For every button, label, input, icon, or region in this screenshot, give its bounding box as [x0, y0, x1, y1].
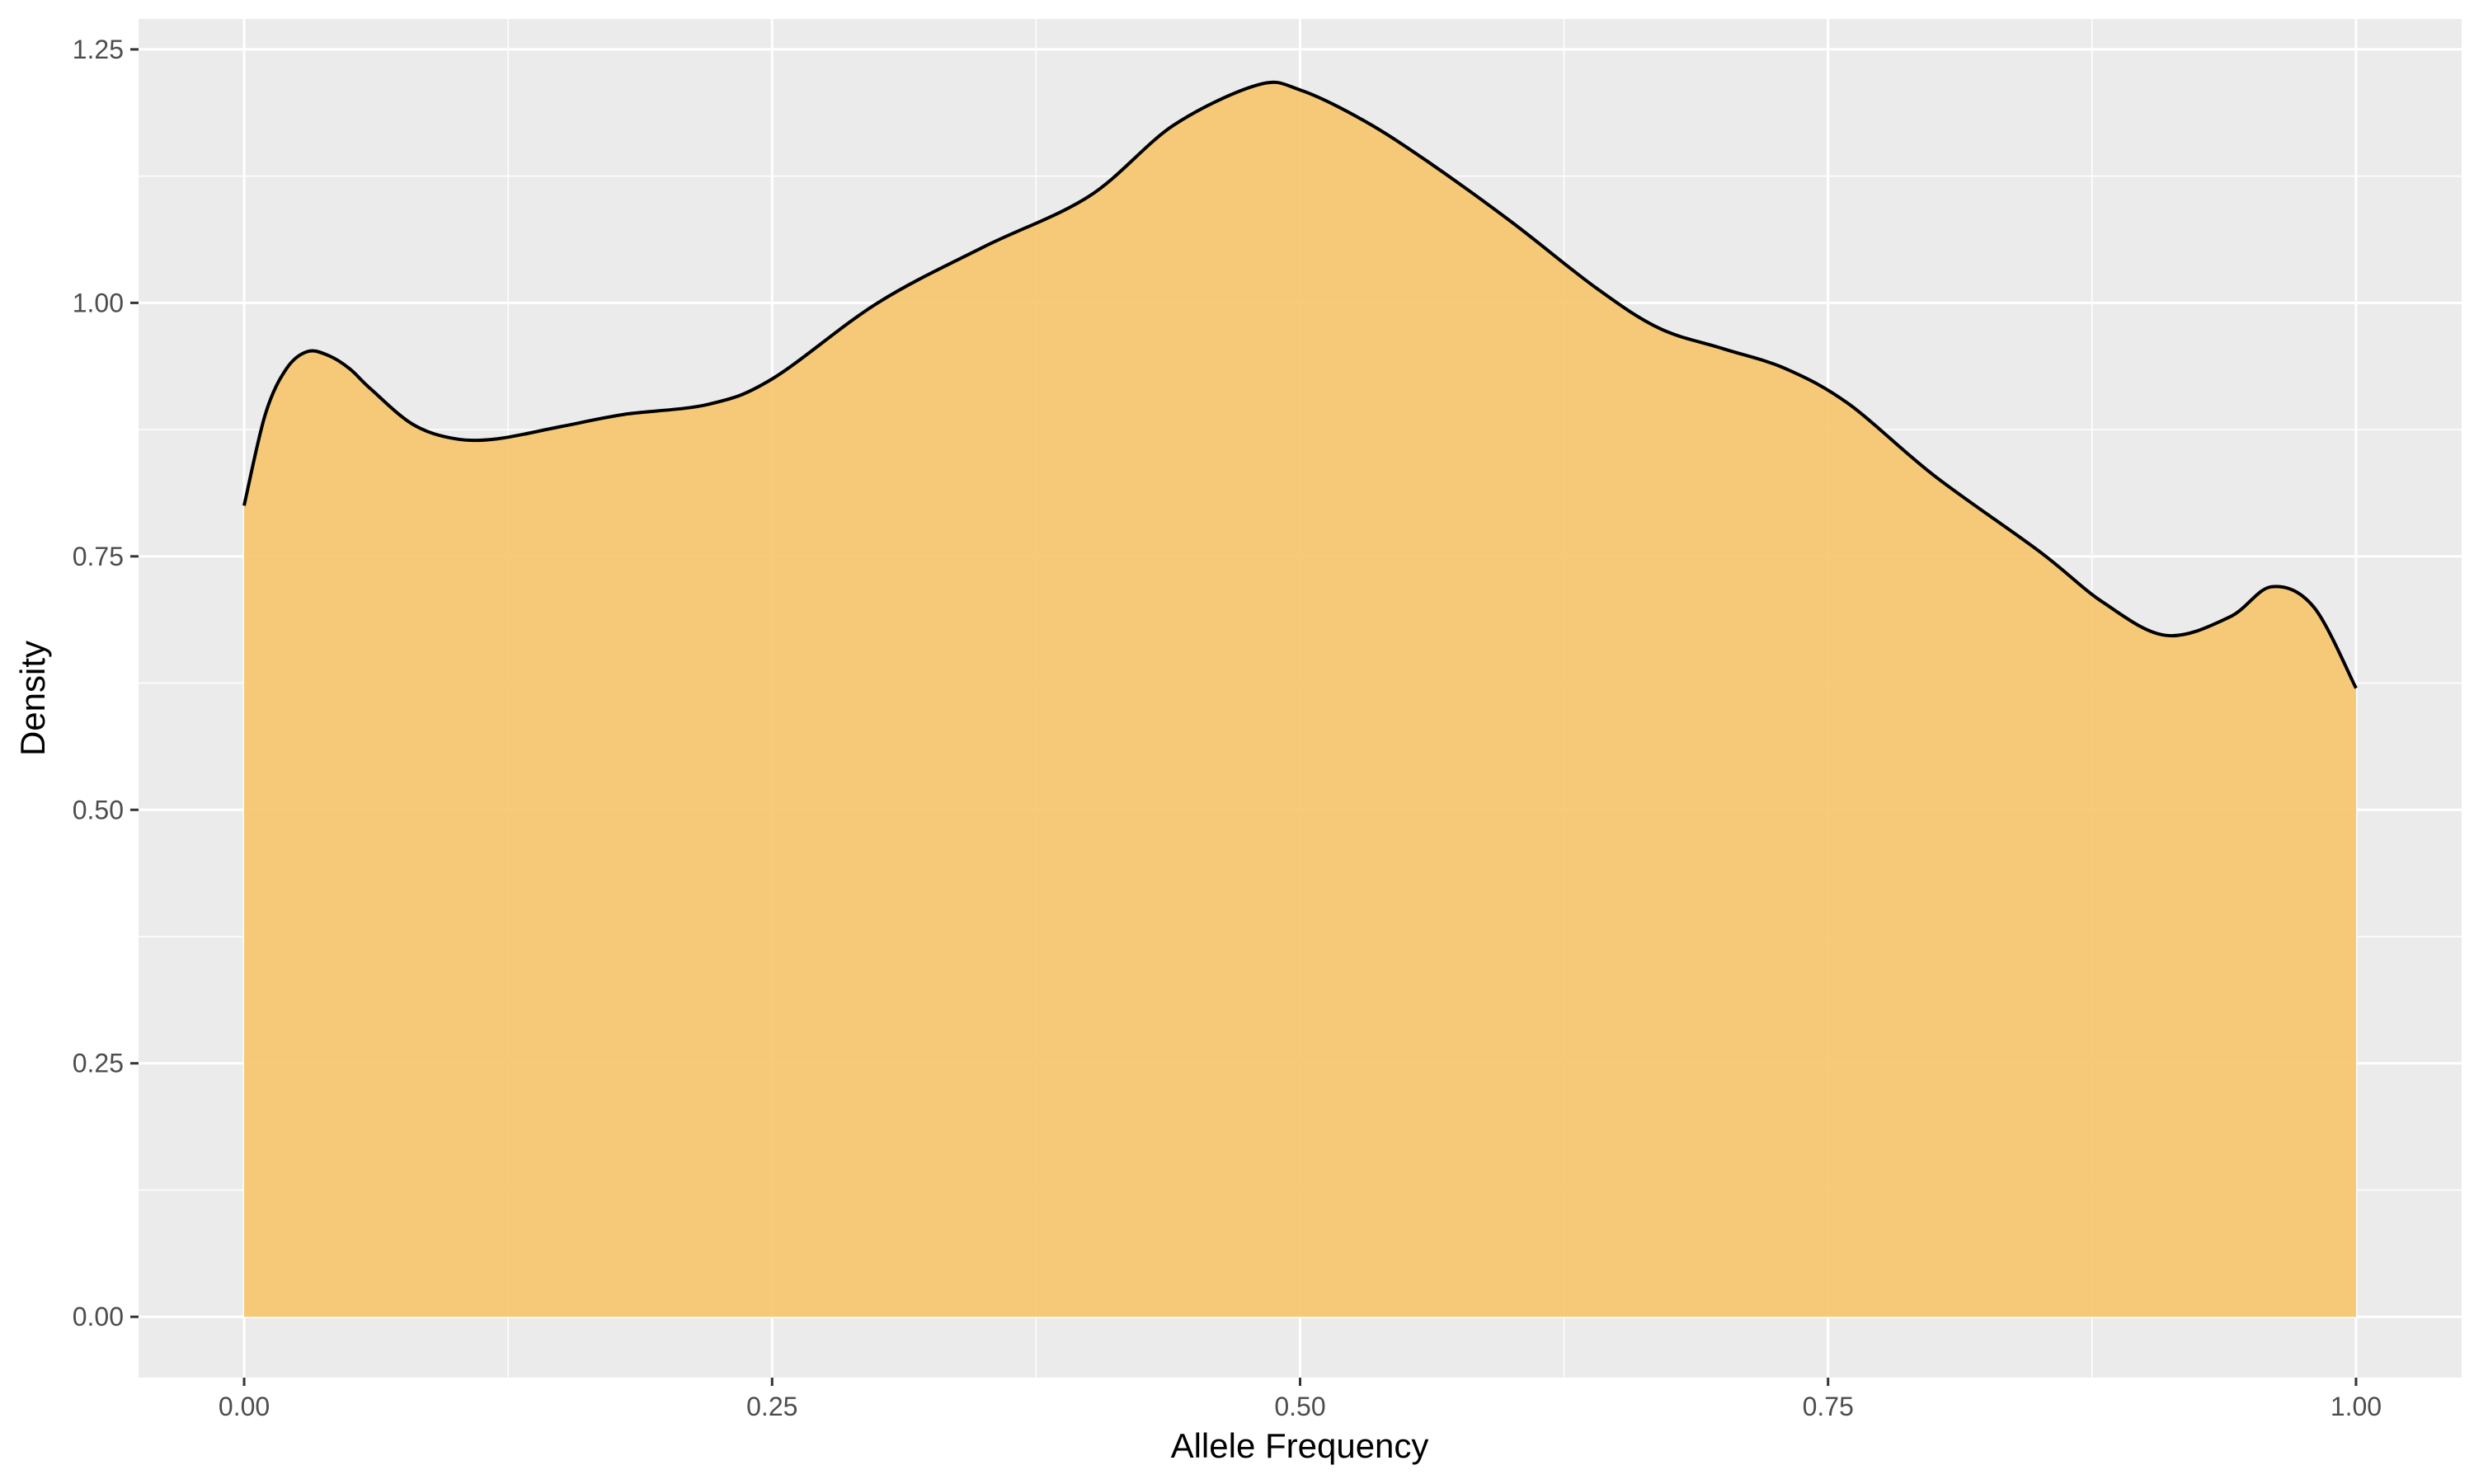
y-axis-title: Density: [13, 641, 52, 756]
y-tick-label: 0.25: [73, 1049, 124, 1078]
y-tick-label: 0.75: [73, 542, 124, 571]
x-axis: 0.00 0.25 0.50 0.75 1.00: [219, 1378, 2382, 1421]
density-line: [242, 80, 2358, 689]
y-axis: 0.00 0.25 0.50 0.75 1.00 1.25: [73, 35, 139, 1331]
y-tick-label: 1.25: [73, 35, 124, 64]
x-axis-title: Allele Frequency: [1171, 1426, 1429, 1465]
y-tick-label: 0.00: [73, 1302, 124, 1331]
x-tick-label: 0.50: [1274, 1392, 1325, 1421]
x-tick-label: 0.25: [746, 1392, 797, 1421]
x-tick-label: 0.75: [1803, 1392, 1854, 1421]
y-tick-label: 0.50: [73, 795, 124, 824]
y-tick-label: 1.00: [73, 288, 124, 317]
x-tick-label: 1.00: [2331, 1392, 2382, 1421]
x-tick-label: 0.00: [219, 1392, 270, 1421]
